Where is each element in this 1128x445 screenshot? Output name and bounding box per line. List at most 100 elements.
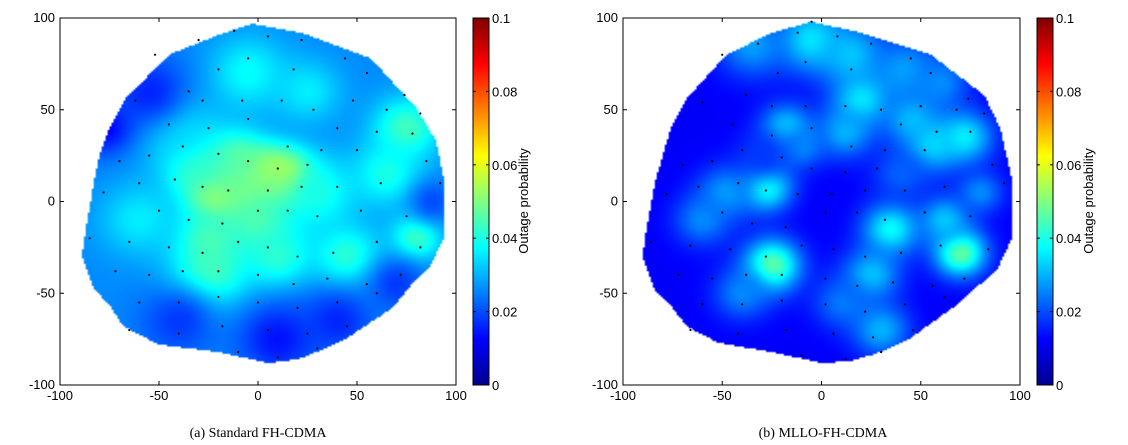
user-point bbox=[784, 226, 787, 229]
colorbar-tick-label: 0.08 bbox=[492, 84, 517, 99]
user-point bbox=[217, 68, 220, 71]
panel-standard-fh-cdma: -100 -50 0 50 100 -100 -50 0 50 100 0 0.02 0.04 0.06… bbox=[29, 10, 531, 441]
user-point bbox=[770, 134, 773, 137]
user-point bbox=[286, 145, 289, 148]
user-point bbox=[764, 255, 768, 258]
user-point bbox=[181, 270, 184, 273]
user-point bbox=[784, 328, 787, 332]
axis-ticks-a: -100 -50 0 50 100 -100 -50 0 50 100 bbox=[29, 10, 467, 403]
user-point bbox=[750, 222, 754, 225]
user-point bbox=[963, 277, 966, 280]
user-point bbox=[800, 354, 803, 357]
user-point bbox=[850, 68, 853, 71]
colorbar-tick-label: 0.1 bbox=[1056, 11, 1074, 26]
user-point bbox=[237, 350, 240, 354]
user-point bbox=[247, 160, 250, 163]
user-point bbox=[931, 284, 934, 288]
user-point bbox=[987, 248, 990, 251]
user-point bbox=[221, 222, 224, 225]
user-point bbox=[256, 209, 260, 212]
colorbar-tick-label: 0 bbox=[1056, 378, 1063, 393]
user-point bbox=[935, 130, 938, 133]
user-point bbox=[266, 246, 269, 249]
user-point bbox=[300, 38, 303, 42]
user-point bbox=[173, 178, 176, 181]
user-point bbox=[810, 127, 813, 130]
user-point bbox=[221, 325, 224, 328]
user-point bbox=[326, 277, 329, 280]
user-point bbox=[856, 284, 859, 288]
colorbar-tick-label: 0.02 bbox=[1056, 305, 1081, 320]
user-point bbox=[780, 273, 783, 276]
user-point bbox=[256, 301, 260, 304]
user-point bbox=[844, 104, 847, 108]
user-point bbox=[832, 248, 835, 251]
y-tick-label: 0 bbox=[48, 194, 55, 209]
colorbar-ticks-a: 0 0.02 0.04 0.06 0.08 0.1 bbox=[473, 11, 517, 393]
user-point bbox=[969, 130, 972, 133]
user-point bbox=[134, 99, 137, 102]
colorbar-label-a: Outage probability bbox=[516, 148, 531, 254]
user-point bbox=[810, 20, 813, 23]
user-point bbox=[286, 209, 289, 212]
user-point bbox=[729, 248, 732, 251]
user-point bbox=[864, 310, 867, 313]
user-point bbox=[830, 193, 833, 196]
x-tick-label: -100 bbox=[610, 388, 636, 403]
user-point bbox=[375, 292, 378, 295]
user-point bbox=[241, 99, 244, 102]
user-point bbox=[955, 108, 958, 111]
user-point bbox=[899, 123, 903, 126]
user-point bbox=[969, 215, 972, 218]
user-point bbox=[148, 154, 151, 157]
x-tick-label: 50 bbox=[350, 388, 364, 403]
user-point bbox=[776, 71, 779, 75]
user-point bbox=[336, 301, 339, 304]
user-point bbox=[280, 99, 283, 102]
colorbar-tick-label: 0.06 bbox=[492, 158, 517, 173]
user-point bbox=[167, 123, 170, 126]
user-point bbox=[939, 244, 942, 247]
user-point bbox=[701, 303, 704, 306]
user-point bbox=[689, 328, 692, 332]
user-point bbox=[148, 273, 151, 276]
caption-a: (a) Standard FH-CDMA bbox=[190, 426, 328, 441]
user-point bbox=[1003, 182, 1006, 185]
user-point bbox=[336, 127, 339, 130]
user-point bbox=[425, 160, 428, 163]
colorbar-label-b: Outage probability bbox=[1081, 148, 1096, 254]
user-point bbox=[810, 167, 813, 170]
user-point bbox=[88, 237, 91, 240]
colorbar-tick-label: 0.02 bbox=[492, 305, 517, 320]
user-point bbox=[870, 42, 873, 45]
user-point bbox=[864, 255, 867, 258]
user-points-mllo bbox=[649, 20, 1006, 361]
user-point bbox=[824, 211, 827, 214]
user-point bbox=[201, 99, 204, 102]
user-point bbox=[399, 273, 402, 276]
user-point bbox=[899, 251, 903, 254]
user-point bbox=[856, 211, 859, 214]
user-point bbox=[903, 189, 906, 192]
user-point bbox=[306, 332, 309, 335]
user-point bbox=[943, 185, 946, 188]
user-point bbox=[943, 295, 946, 299]
colorbar-tick-label: 0.08 bbox=[1056, 84, 1081, 99]
user-point bbox=[346, 325, 349, 328]
user-point bbox=[201, 185, 204, 188]
x-tick-label: 0 bbox=[818, 388, 825, 403]
x-tick-label: 100 bbox=[1009, 388, 1031, 403]
x-tick-label: 100 bbox=[445, 388, 467, 403]
user-point bbox=[365, 71, 368, 75]
colorbar-tick-label: 0 bbox=[492, 378, 499, 393]
colorbar-a bbox=[472, 17, 490, 386]
y-tick-label: 50 bbox=[604, 102, 618, 117]
user-point bbox=[689, 244, 692, 247]
colorbar-tick-label: 0.04 bbox=[492, 231, 517, 246]
user-point bbox=[737, 182, 740, 185]
user-point bbox=[217, 270, 220, 273]
user-point bbox=[227, 189, 230, 192]
user-point bbox=[201, 251, 204, 254]
user-point bbox=[836, 35, 839, 38]
user-point bbox=[187, 218, 190, 221]
